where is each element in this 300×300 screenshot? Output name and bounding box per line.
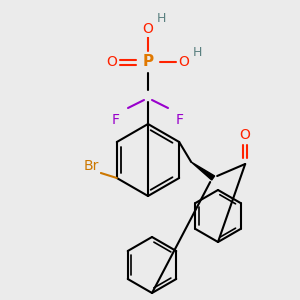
Text: H: H [156, 11, 166, 25]
Text: P: P [142, 55, 154, 70]
Text: F: F [112, 113, 120, 127]
Polygon shape [191, 162, 214, 180]
Text: F: F [176, 113, 184, 127]
Text: O: O [142, 22, 153, 36]
Text: O: O [240, 128, 250, 142]
Text: Br: Br [83, 159, 98, 173]
Text: O: O [106, 55, 117, 69]
Text: H: H [192, 46, 202, 59]
Text: O: O [178, 55, 189, 69]
